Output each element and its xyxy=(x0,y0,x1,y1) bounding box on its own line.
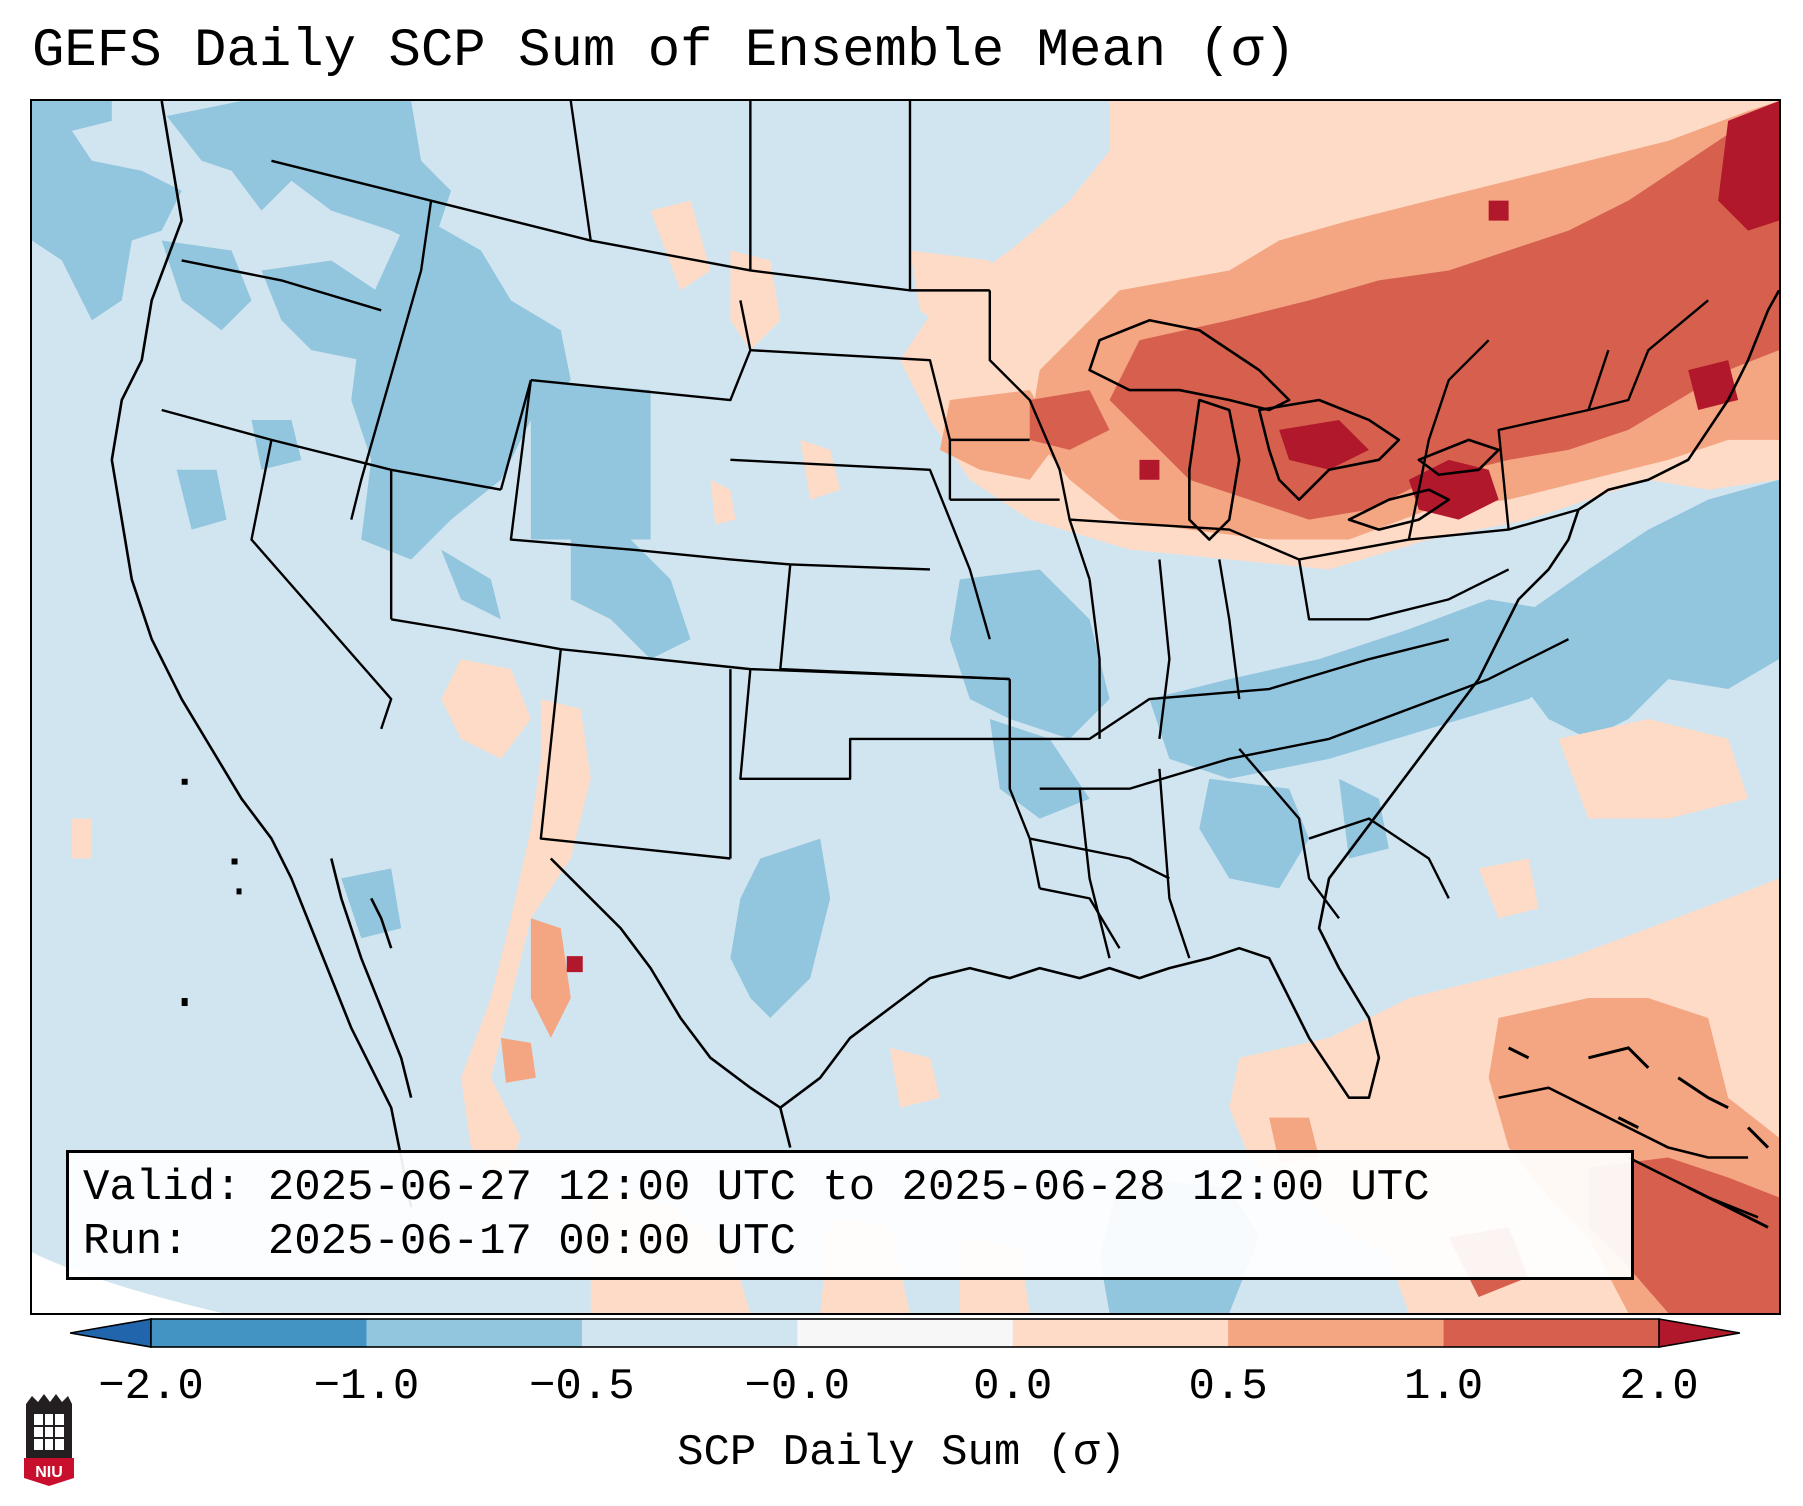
colorbar-segment xyxy=(366,1319,583,1347)
colorbar-segment xyxy=(1443,1319,1660,1347)
map-canvas xyxy=(32,101,1779,1313)
outside-domain-area xyxy=(32,1252,222,1313)
coastlines xyxy=(110,101,1779,1219)
colorbar-tick-label: 1.0 xyxy=(1403,1362,1484,1412)
colorbar-extend-low xyxy=(70,1318,152,1348)
map-panel xyxy=(30,99,1781,1315)
run-time-line: Run: 2025-06-17 00:00 UTC xyxy=(83,1217,796,1267)
state-borders xyxy=(161,101,1709,959)
colorbar-tick-label: 0.0 xyxy=(973,1362,1053,1412)
colorbar-segment xyxy=(1012,1319,1229,1347)
colorbar-label: SCP Daily Sum (σ) xyxy=(677,1428,1126,1478)
colorbar-segment xyxy=(797,1319,1014,1347)
colorbar-outline xyxy=(150,1318,1660,1348)
colorbar-tick-label: −1.0 xyxy=(313,1362,420,1412)
positive-anomaly-extreme xyxy=(566,101,1779,973)
colorbar-segment xyxy=(151,1319,367,1347)
offshore-islands xyxy=(181,778,242,1007)
caribbean-islands xyxy=(1507,1046,1770,1229)
niu-logo: NIU xyxy=(24,1394,74,1486)
negative-anomaly-regions xyxy=(32,101,1779,1313)
validity-info-box: Valid: 2025-06-27 12:00 UTC to 2025-06-2… xyxy=(66,1150,1634,1280)
colorbar-segment xyxy=(581,1319,798,1347)
colorbar-extend-high xyxy=(1658,1318,1740,1348)
colorbar-tick-label: −0.5 xyxy=(529,1362,635,1412)
colorbar-tick-label: −2.0 xyxy=(98,1362,204,1412)
colorbar-segment xyxy=(1228,1319,1445,1347)
colorbar-tick-label: 0.5 xyxy=(1188,1362,1268,1412)
colorbar xyxy=(70,1318,1740,1348)
map-title: GEFS Daily SCP Sum of Ensemble Mean (σ) xyxy=(32,21,1296,82)
colorbar-tick-label: 2.0 xyxy=(1619,1362,1699,1412)
valid-time-line: Valid: 2025-06-27 12:00 UTC to 2025-06-2… xyxy=(83,1163,1430,1213)
logo-text: NIU xyxy=(35,1464,63,1481)
colorbar-tick-label: −0.0 xyxy=(744,1362,851,1412)
